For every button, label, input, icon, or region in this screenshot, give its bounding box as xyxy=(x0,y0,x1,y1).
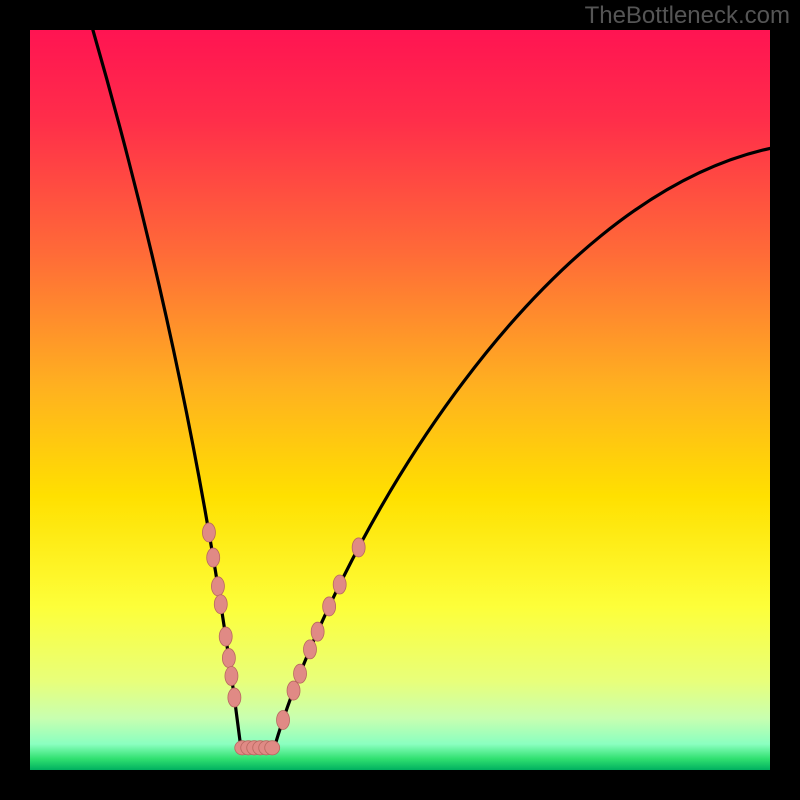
datapoint-left xyxy=(228,688,241,707)
datapoint-right xyxy=(352,538,365,557)
datapoint-valley xyxy=(265,741,280,755)
datapoint-left xyxy=(219,627,232,646)
datapoint-right xyxy=(287,681,300,700)
datapoint-left xyxy=(207,548,220,567)
datapoint-left xyxy=(222,649,235,668)
datapoint-left xyxy=(202,523,215,542)
datapoint-right xyxy=(333,575,346,594)
datapoint-right xyxy=(311,622,324,641)
datapoint-left xyxy=(214,595,227,614)
datapoint-left xyxy=(211,577,224,596)
watermark-text: TheBottleneck.com xyxy=(585,2,790,30)
datapoint-right xyxy=(323,597,336,616)
gradient-plot-area xyxy=(30,30,770,770)
datapoint-right xyxy=(303,640,316,659)
datapoint-right xyxy=(294,664,307,683)
datapoint-right xyxy=(277,710,290,729)
datapoint-left xyxy=(225,667,238,686)
